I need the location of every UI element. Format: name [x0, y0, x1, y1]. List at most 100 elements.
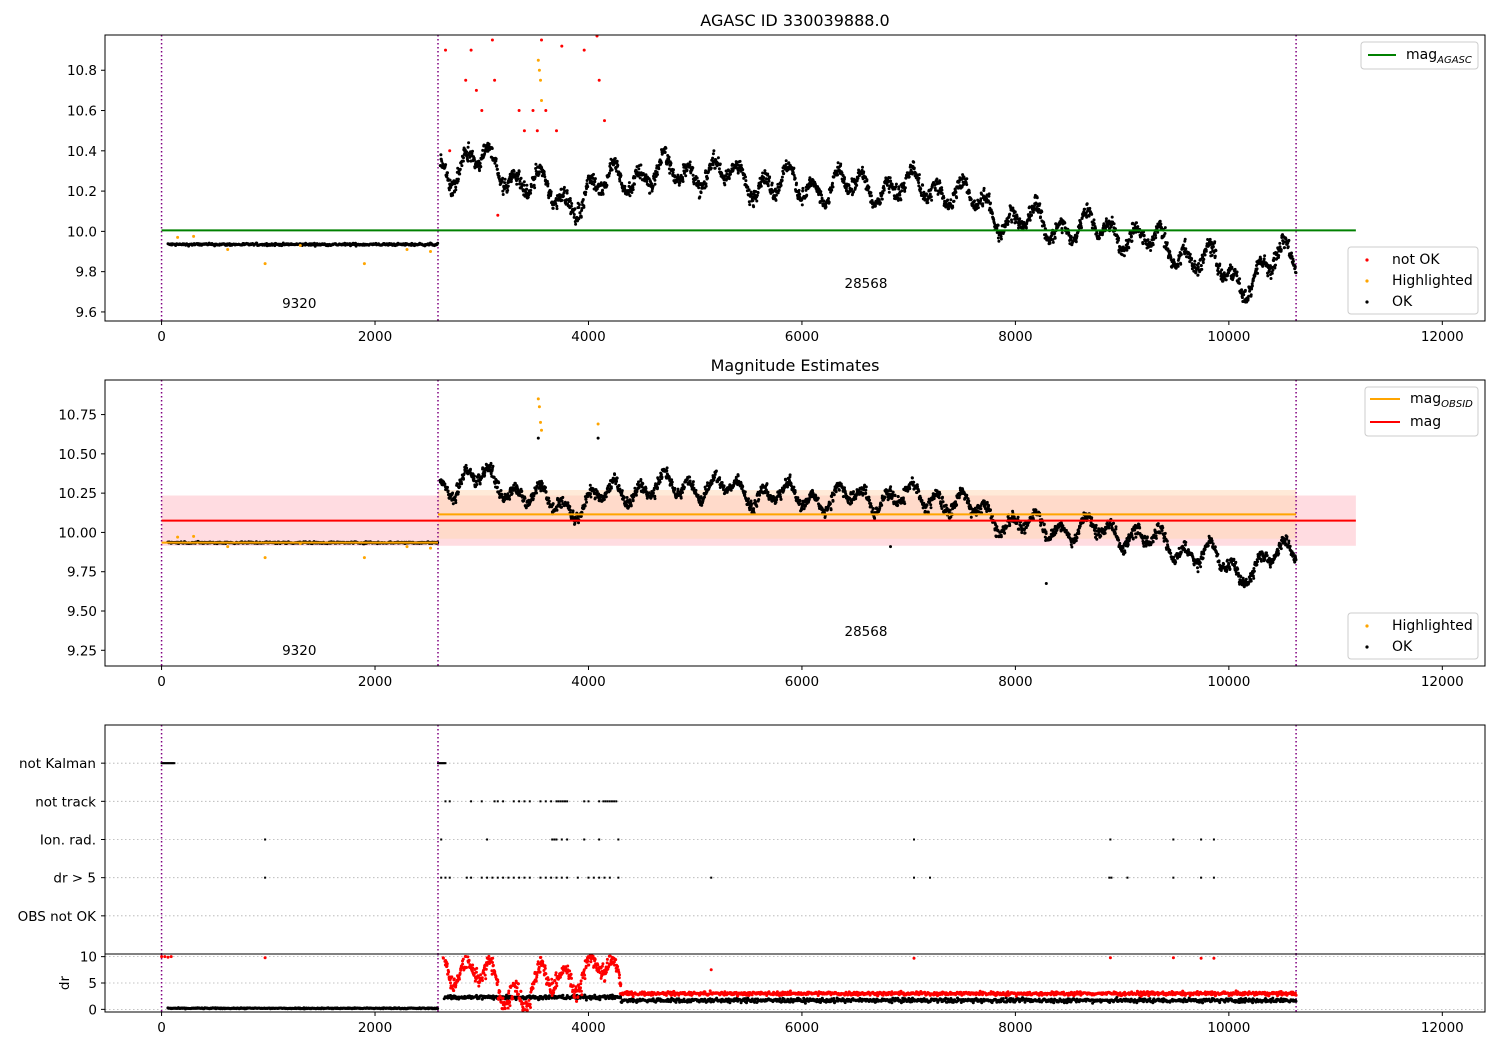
- ok-point: [582, 205, 586, 209]
- highlighted-point: [226, 248, 230, 251]
- ok-point: [445, 173, 449, 177]
- ok-point: [880, 503, 884, 507]
- ok-point: [1135, 221, 1138, 225]
- ok-point: [755, 504, 759, 508]
- ok-point: [681, 180, 685, 183]
- ok-point: [628, 194, 632, 198]
- ok-point: [1163, 226, 1167, 230]
- ok-point: [1018, 217, 1022, 221]
- ok-point: [703, 495, 706, 499]
- ok-point: [616, 163, 620, 167]
- not-ok-point: [469, 48, 473, 52]
- ok-point: [1230, 265, 1234, 269]
- ok-point: [805, 193, 809, 197]
- ok-point: [631, 499, 635, 503]
- ok-point: [780, 178, 784, 182]
- ok-point: [1290, 255, 1294, 258]
- ok-point: [668, 171, 672, 175]
- ok-point: [765, 482, 769, 486]
- ok-point: [741, 485, 745, 489]
- ok-point: [926, 201, 930, 205]
- ok-point: [601, 192, 605, 196]
- ok-point: [534, 169, 538, 173]
- ok-point: [865, 178, 869, 182]
- ok-point: [462, 472, 466, 476]
- ok-point: [768, 175, 772, 179]
- ok-point: [898, 193, 902, 197]
- ok-point: [1040, 210, 1044, 214]
- ok-point: [843, 486, 846, 490]
- ok-point: [882, 188, 886, 192]
- ok-point: [500, 492, 504, 496]
- ok-point: [832, 175, 836, 179]
- ok-point: [989, 201, 992, 205]
- ok-point: [1053, 236, 1057, 240]
- x-tick-label: 8000: [998, 329, 1032, 345]
- ok-point: [609, 486, 613, 490]
- ok-point: [522, 183, 526, 187]
- ok-point: [757, 498, 761, 501]
- ok-point: [619, 174, 623, 177]
- ok-point: [746, 185, 750, 189]
- ok-point: [585, 500, 588, 504]
- ok-point: [461, 159, 465, 163]
- ok-point: [1259, 257, 1263, 261]
- ok-point: [900, 189, 904, 193]
- ok-point: [1141, 242, 1145, 246]
- ok-point: [1238, 281, 1241, 285]
- ok-point: [691, 483, 695, 487]
- ok-point: [766, 184, 770, 188]
- ok-point: [573, 207, 577, 211]
- ok-point: [996, 223, 1000, 227]
- ok-point: [544, 486, 547, 489]
- ok-point: [566, 501, 570, 505]
- ok-point: [1222, 271, 1226, 275]
- ok-point: [766, 490, 770, 494]
- not-ok-point: [555, 129, 558, 133]
- ok-point: [784, 478, 788, 482]
- ok-point: [1273, 266, 1277, 270]
- ok-point: [997, 239, 1001, 243]
- ok-point: [627, 181, 631, 185]
- ok-point: [1199, 264, 1203, 268]
- ok-point: [593, 496, 597, 500]
- ok-point: [798, 192, 802, 196]
- ok-point: [533, 186, 537, 190]
- ok-point: [1154, 236, 1158, 240]
- highlighted-point: [539, 78, 542, 82]
- ok-point: [1213, 240, 1217, 244]
- ok-point: [495, 485, 499, 489]
- ok-point: [836, 161, 840, 165]
- ok-point: [478, 169, 481, 173]
- ok-point: [725, 172, 729, 176]
- ok-point: [589, 495, 593, 499]
- ok-point: [650, 182, 654, 186]
- ok-point: [688, 475, 692, 479]
- ok-point: [688, 479, 692, 483]
- ok-point: [571, 509, 575, 513]
- ok-point: [1035, 196, 1039, 200]
- not-ok-point: [496, 213, 500, 217]
- ok-point: [1013, 210, 1017, 214]
- ok-point: [720, 481, 724, 484]
- ok-point: [581, 198, 585, 201]
- ok-point: [976, 206, 980, 210]
- ok-point: [861, 165, 864, 169]
- ok-point: [692, 182, 696, 186]
- ok-point: [697, 186, 701, 190]
- ok-point: [577, 203, 581, 207]
- ok-point: [779, 497, 783, 501]
- x-tick-label: 2000: [358, 329, 392, 345]
- ok-point: [889, 179, 893, 183]
- highlighted-point: [192, 234, 196, 238]
- ok-point: [1193, 263, 1197, 266]
- obsid-annotation: 9320: [282, 296, 316, 312]
- ok-point: [465, 155, 469, 158]
- ok-point: [681, 491, 684, 494]
- ok-point: [774, 500, 778, 504]
- ok-point: [529, 188, 533, 192]
- ok-point: [561, 194, 565, 198]
- ok-point: [644, 487, 648, 490]
- ok-point: [625, 496, 629, 499]
- ok-point: [1031, 210, 1035, 214]
